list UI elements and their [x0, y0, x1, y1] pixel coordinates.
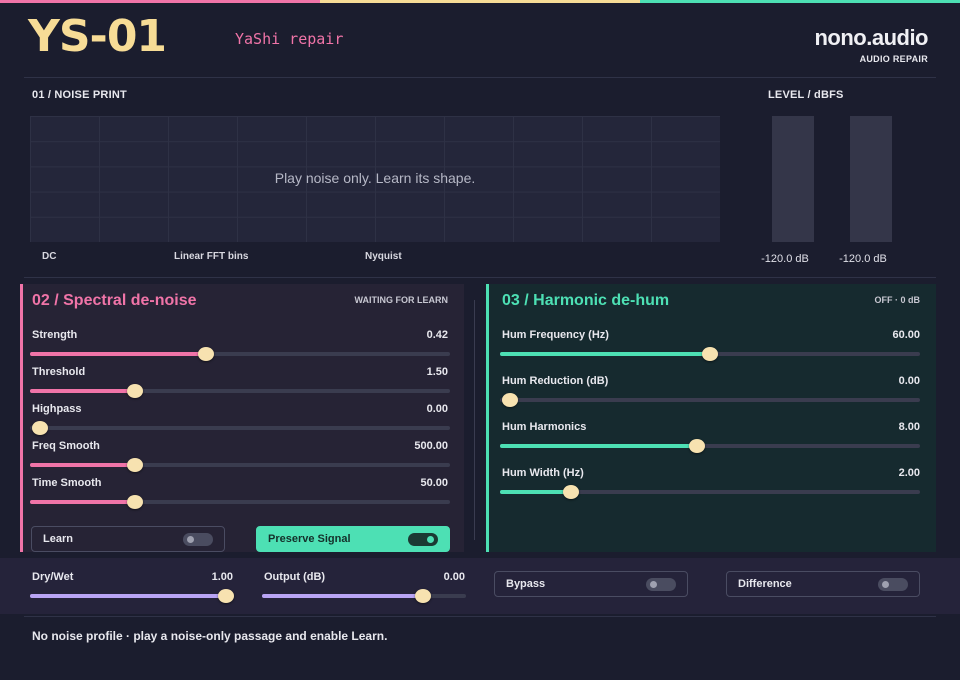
slider-thumb[interactable] [702, 347, 718, 361]
learn-toggle[interactable]: Learn [31, 526, 225, 552]
brand-tagline: AUDIO REPAIR [859, 54, 928, 64]
param-label-highpass: Highpass [32, 403, 82, 415]
param-label-freq-smooth: Freq Smooth [32, 440, 100, 452]
param-label-hum-reduction: Hum Reduction (dB) [502, 375, 609, 387]
learn-label: Learn [43, 533, 73, 545]
divider [24, 77, 936, 78]
param-label-hum-width: Hum Width (Hz) [502, 467, 584, 479]
slider-thumb[interactable] [127, 495, 143, 509]
param-label-strength: Strength [32, 329, 78, 341]
level-meter-left [772, 116, 814, 242]
param-value-strength: 0.42 [426, 329, 448, 341]
slider-thumb[interactable] [198, 347, 215, 361]
difference-switch[interactable] [878, 578, 908, 591]
dehum-title: 03 / Harmonic de-hum [502, 292, 670, 309]
output-label: Output (dB) [264, 571, 326, 583]
strength-slider[interactable] [30, 347, 450, 361]
denoise-title: 02 / Spectral de-noise [32, 292, 197, 309]
accent-strip [0, 0, 960, 3]
header: YS-01 YaShi repair nono.audio AUDIO REPA… [0, 3, 960, 77]
param-value-hum-reduction: 0.00 [898, 375, 920, 387]
divider [24, 616, 936, 617]
param-label-threshold: Threshold [32, 366, 86, 378]
axis-label-dc: DC [42, 251, 57, 262]
level-label: LEVEL / dBFS [768, 89, 844, 101]
param-value-freq-smooth: 500.00 [414, 440, 448, 452]
denoise-status: WAITING FOR LEARN [354, 295, 449, 305]
param-label-time-smooth: Time Smooth [32, 477, 102, 489]
dry-wet-value: 1.00 [211, 571, 233, 583]
divider [24, 277, 936, 278]
param-value-time-smooth: 50.00 [420, 477, 448, 489]
plugin-subtitle: YaShi repair [235, 30, 344, 48]
harmonic-dehum-panel: 03 / Harmonic de-hum OFF · 0 dB Hum Freq… [486, 284, 936, 552]
slider-thumb[interactable] [217, 589, 234, 603]
status-message: No noise profile · play a noise-only pas… [32, 629, 388, 643]
axis-label-fft-bins: Linear FFT bins [174, 251, 249, 262]
param-label-hum-harmonics: Hum Harmonics [502, 421, 587, 433]
dehum-status: OFF · 0 dB [874, 295, 921, 305]
level-value-left: -120.0 dB [761, 253, 809, 265]
brand-name: nono.audio [814, 25, 928, 50]
noise-print-display: Play noise only. Learn its shape. [30, 116, 720, 242]
slider-thumb[interactable] [563, 485, 580, 499]
panel-divider [474, 300, 475, 540]
output-slider[interactable] [262, 589, 466, 603]
dry-wet-slider[interactable] [30, 589, 234, 603]
hum-frequency-slider[interactable] [500, 347, 920, 361]
noise-print-message: Play noise only. Learn its shape. [274, 170, 476, 186]
highpass-slider[interactable] [30, 421, 450, 435]
bypass-switch[interactable] [646, 578, 676, 591]
level-meter-right [850, 116, 892, 242]
slider-thumb[interactable] [127, 458, 143, 472]
preserve-signal-switch[interactable] [408, 533, 438, 546]
param-value-hum-frequency: 60.00 [892, 329, 920, 341]
preserve-signal-label: Preserve Signal [268, 533, 351, 545]
dry-wet-label: Dry/Wet [32, 571, 74, 583]
preserve-signal-toggle[interactable]: Preserve Signal [256, 526, 450, 552]
param-value-hum-width: 2.00 [898, 467, 920, 479]
axis-label-nyquist: Nyquist [365, 251, 402, 262]
output-value: 0.00 [443, 571, 465, 583]
spectral-denoise-panel: 02 / Spectral de-noise WAITING FOR LEARN… [20, 284, 464, 552]
noise-print-label: 01 / NOISE PRINT [32, 89, 127, 101]
slider-thumb[interactable] [32, 421, 48, 435]
threshold-slider[interactable] [30, 384, 450, 398]
level-value-right: -120.0 dB [839, 253, 887, 265]
param-value-hum-harmonics: 8.00 [898, 421, 920, 433]
master-bar: Dry/Wet 1.00 Output (dB) 0.00 Bypass Dif… [0, 558, 960, 614]
plugin-logo: YS-01 [28, 11, 167, 62]
learn-switch[interactable] [183, 533, 213, 546]
bypass-toggle[interactable]: Bypass [494, 571, 688, 597]
param-label-hum-frequency: Hum Frequency (Hz) [502, 329, 609, 341]
slider-thumb[interactable] [689, 439, 706, 453]
slider-thumb[interactable] [415, 589, 432, 603]
hum-harmonics-slider[interactable] [500, 439, 920, 453]
slider-thumb[interactable] [127, 384, 143, 398]
hum-reduction-slider[interactable] [500, 393, 920, 407]
param-value-highpass: 0.00 [426, 403, 448, 415]
difference-toggle[interactable]: Difference [726, 571, 920, 597]
difference-label: Difference [738, 578, 792, 590]
time-smooth-slider[interactable] [30, 495, 450, 509]
bypass-label: Bypass [506, 578, 546, 590]
param-value-threshold: 1.50 [426, 366, 448, 378]
slider-thumb[interactable] [502, 393, 518, 407]
freq-smooth-slider[interactable] [30, 458, 450, 472]
hum-width-slider[interactable] [500, 485, 920, 499]
